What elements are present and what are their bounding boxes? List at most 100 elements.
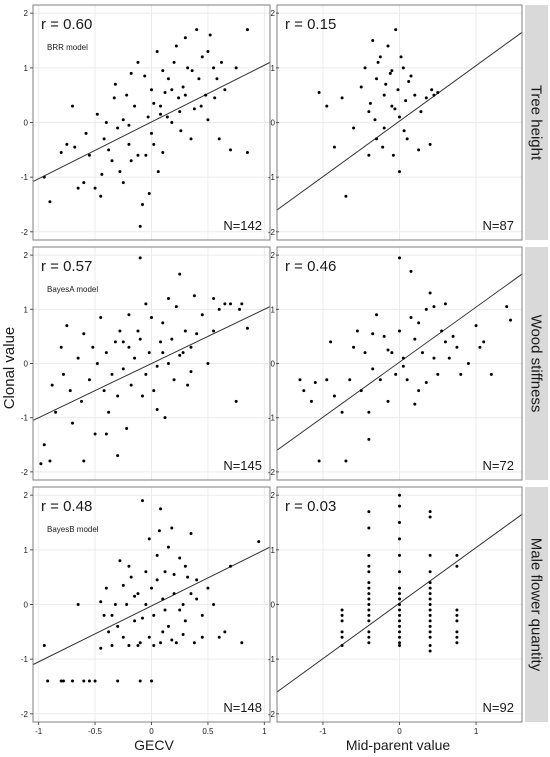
data-point	[367, 581, 371, 585]
data-point	[183, 564, 187, 568]
y-tick-label: -2	[21, 228, 29, 237]
data-point	[367, 110, 371, 114]
data-point	[428, 291, 432, 295]
data-point	[363, 66, 367, 70]
data-point	[371, 367, 375, 371]
data-point	[127, 313, 131, 317]
data-point	[121, 181, 125, 185]
data-point	[189, 592, 193, 596]
data-point	[382, 93, 386, 97]
data-point	[398, 553, 401, 557]
data-point	[373, 118, 377, 122]
regression-line	[277, 273, 522, 451]
data-point	[368, 101, 372, 105]
data-point	[152, 142, 156, 146]
data-point	[166, 362, 170, 365]
data-point	[234, 66, 238, 70]
r-value-label: r = 0.60	[41, 16, 92, 33]
data-point	[116, 624, 120, 628]
data-point	[206, 586, 210, 590]
data-point	[428, 643, 432, 647]
row-strip-background	[525, 487, 548, 722]
r-value-label: r = 0.15	[285, 16, 336, 33]
data-point	[428, 510, 432, 514]
row-strip: Wood stiffness	[525, 247, 548, 480]
data-point	[59, 151, 63, 155]
data-point	[147, 537, 151, 541]
data-point	[136, 592, 140, 596]
data-point	[138, 679, 142, 683]
x-tick-label: -1	[319, 727, 327, 736]
data-point	[223, 302, 227, 306]
data-point	[428, 630, 432, 634]
data-point	[59, 345, 63, 349]
data-point	[212, 603, 216, 606]
data-point	[325, 378, 329, 382]
data-point	[398, 643, 401, 647]
data-point	[401, 66, 405, 70]
data-point	[340, 608, 344, 612]
data-point	[409, 315, 413, 319]
data-point	[234, 399, 238, 403]
x-tick-label: 1	[262, 727, 267, 736]
data-point	[401, 356, 405, 360]
data-point	[99, 646, 103, 650]
data-point	[118, 329, 122, 333]
data-point	[186, 66, 190, 70]
data-point	[455, 564, 459, 568]
data-point	[367, 564, 371, 568]
data-point	[404, 99, 408, 103]
row-strip-background	[525, 5, 548, 240]
data-point	[409, 74, 413, 78]
data-point	[140, 616, 144, 620]
data-point	[133, 104, 137, 108]
regression-line	[277, 31, 522, 211]
data-point	[174, 44, 178, 48]
data-point	[195, 332, 199, 336]
data-point	[189, 137, 193, 141]
y-tick-label: 0	[24, 119, 29, 128]
data-point	[179, 129, 183, 133]
data-point	[417, 389, 421, 393]
data-point	[329, 340, 333, 344]
data-point	[428, 586, 432, 590]
data-point	[140, 202, 144, 206]
data-point	[317, 90, 321, 94]
data-point	[121, 118, 125, 122]
y-tick-label: 0	[271, 360, 276, 369]
data-point	[398, 619, 401, 623]
n-label: N=92	[483, 700, 514, 715]
y-tick-label: -1	[21, 655, 29, 664]
data-point	[166, 77, 170, 81]
data-point	[455, 635, 459, 639]
data-point	[166, 296, 170, 300]
data-point	[367, 603, 371, 606]
y-tick-label: 0	[271, 119, 276, 128]
data-point	[159, 112, 163, 116]
data-point	[192, 294, 196, 298]
data-point	[82, 679, 86, 683]
data-point	[401, 364, 405, 368]
data-point	[138, 224, 142, 228]
data-point	[68, 389, 72, 393]
data-point	[245, 326, 249, 330]
data-point	[405, 378, 409, 382]
data-point	[147, 635, 151, 639]
data-point	[440, 329, 444, 333]
data-point	[82, 181, 86, 185]
data-point	[219, 60, 223, 64]
data-point	[82, 332, 86, 336]
data-point	[455, 613, 459, 617]
data-point	[172, 60, 176, 64]
data-point	[161, 597, 165, 601]
data-point	[340, 635, 344, 639]
data-point	[417, 321, 421, 325]
data-point	[183, 93, 187, 97]
data-point	[181, 603, 185, 606]
data-point	[428, 570, 432, 574]
data-point	[398, 493, 401, 497]
data-point	[138, 256, 142, 260]
data-point	[390, 351, 394, 355]
data-point	[172, 592, 176, 596]
data-point	[127, 643, 131, 647]
